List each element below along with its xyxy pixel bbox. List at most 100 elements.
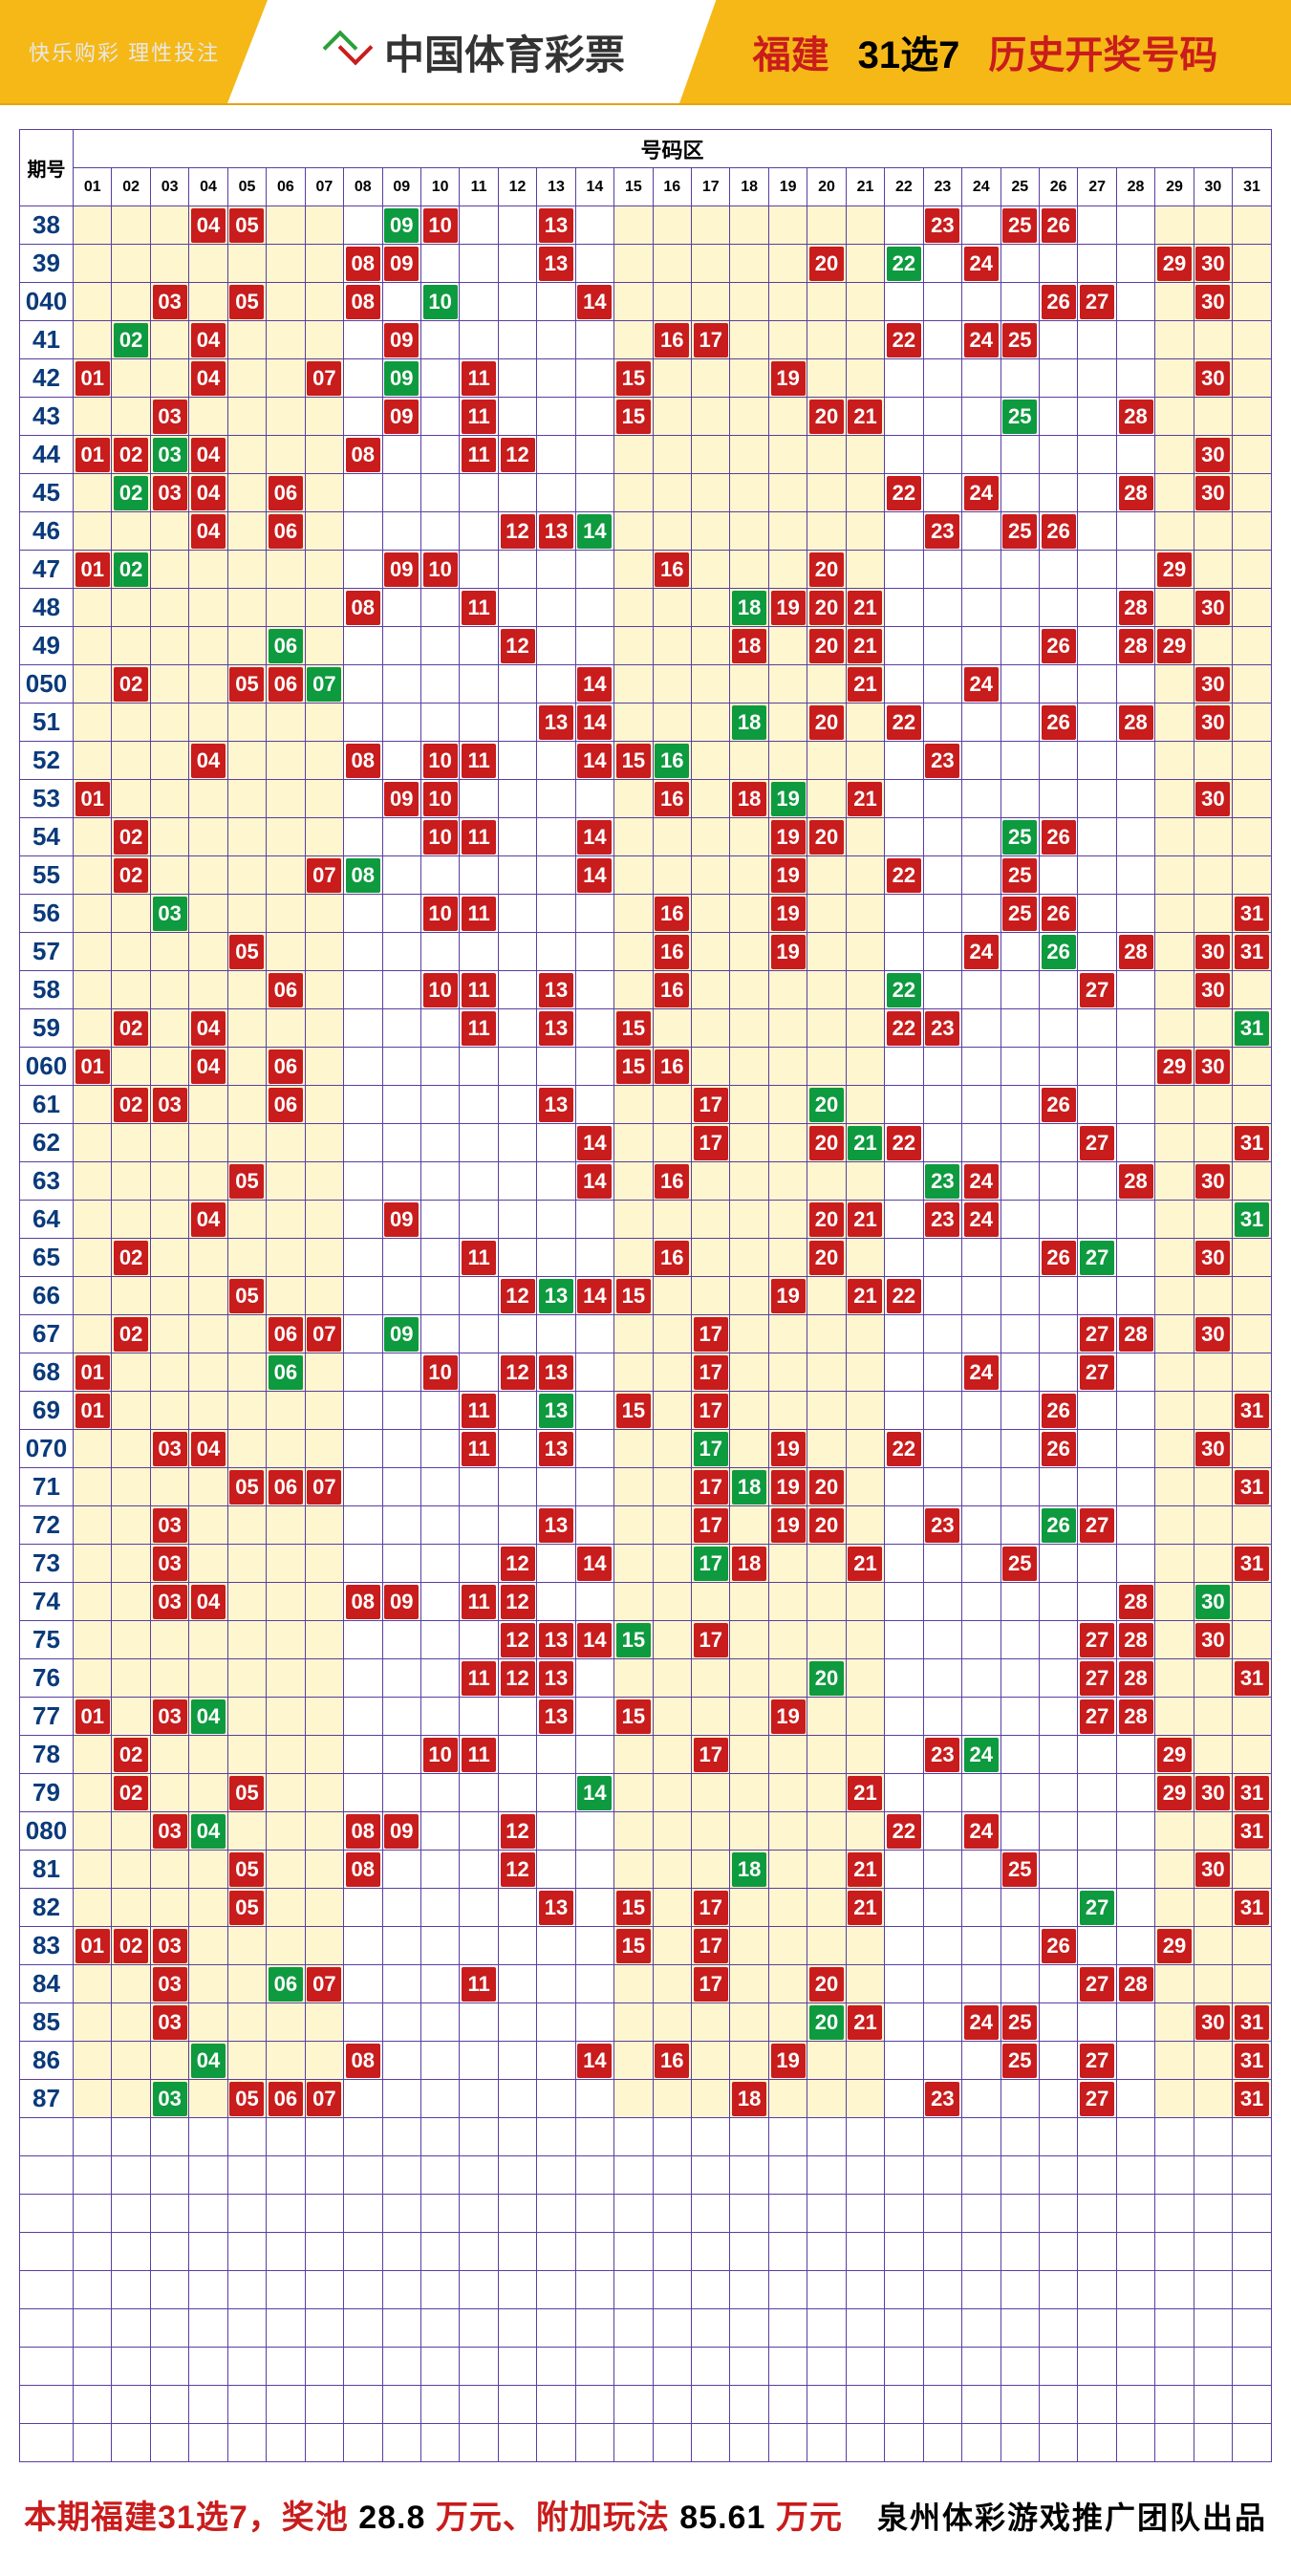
num-cell [730, 2156, 768, 2195]
win-ball: 13 [539, 247, 573, 281]
win-ball: 05 [229, 935, 264, 969]
num-cell [1039, 1851, 1077, 1889]
num-cell: 17 [692, 1927, 730, 1965]
num-cell [885, 818, 923, 856]
num-cell [150, 818, 188, 856]
num-cell [382, 436, 420, 474]
num-cell [189, 2003, 227, 2042]
num-cell: 02 [112, 1086, 150, 1124]
win-ball: 11 [462, 361, 496, 396]
num-cell: 14 [575, 1277, 613, 1315]
win-ball: 08 [346, 285, 380, 319]
num-cell [189, 2156, 227, 2195]
num-cell [923, 245, 961, 283]
win-ball: 04 [191, 514, 226, 549]
num-cell [846, 2118, 884, 2156]
num-cell [74, 1315, 112, 1353]
num-cell [1078, 1048, 1116, 1086]
num-cell: 03 [150, 474, 188, 512]
num-cell [498, 1201, 536, 1239]
num-cell [730, 1086, 768, 1124]
num-cell [807, 1353, 846, 1392]
period-cell: 56 [20, 895, 74, 933]
num-cell [923, 2348, 961, 2386]
win-ball: 16 [655, 552, 689, 587]
num-cell [692, 359, 730, 398]
num-cell [460, 2042, 498, 2080]
num-cell: 11 [460, 1583, 498, 1621]
num-cell [1194, 2156, 1232, 2195]
num-cell [923, 1239, 961, 1277]
num-cell [923, 780, 961, 818]
bonus-ball: 26 [1042, 1508, 1076, 1543]
num-cell [653, 2386, 691, 2424]
num-cell [420, 2309, 459, 2348]
num-cell [768, 1889, 807, 1927]
num-cell [1078, 2195, 1116, 2233]
num-cell [267, 742, 305, 780]
num-cell [305, 2309, 343, 2348]
num-cell [807, 2118, 846, 2156]
num-cell [537, 2118, 575, 2156]
num-cell [1078, 2348, 1116, 2386]
num-cell [575, 2080, 613, 2118]
num-cell [189, 818, 227, 856]
num-cell [189, 1086, 227, 1124]
bonus-ball: 26 [1042, 935, 1076, 969]
data-row: 460406121314232526 [20, 512, 1272, 551]
num-cell [1194, 2386, 1232, 2424]
num-cell [150, 1889, 188, 1927]
num-cell: 27 [1078, 1315, 1116, 1353]
num-cell: 03 [150, 1812, 188, 1851]
num-cell [1001, 1698, 1039, 1736]
win-ball: 13 [539, 1891, 573, 1925]
num-cell [653, 1315, 691, 1353]
num-cell: 21 [846, 665, 884, 704]
num-cell [1078, 742, 1116, 780]
num-cell [1233, 1621, 1272, 1659]
num-cell [1116, 818, 1154, 856]
num-cell [1039, 742, 1077, 780]
num-cell [614, 2195, 653, 2233]
data-row: 670206070917272830 [20, 1315, 1272, 1353]
num-cell [1001, 283, 1039, 321]
num-cell [227, 245, 266, 283]
win-ball: 30 [1195, 1432, 1230, 1466]
num-cell: 08 [344, 1851, 382, 1889]
num-cell [344, 1392, 382, 1430]
num-cell [1078, 1201, 1116, 1239]
num-cell [189, 1468, 227, 1506]
title-block: 福建 31选7 历史开奖号码 [679, 0, 1291, 103]
win-ball: 20 [809, 705, 844, 740]
num-cell [227, 474, 266, 512]
win-ball: 28 [1119, 1317, 1153, 1352]
num-cell [962, 1698, 1001, 1736]
num-cell [227, 1086, 266, 1124]
num-cell [267, 2271, 305, 2309]
num-cell [962, 1583, 1001, 1621]
bonus-ball: 24 [964, 1738, 999, 1772]
num-cell [730, 1392, 768, 1430]
num-cell [74, 474, 112, 512]
num-cell [768, 245, 807, 283]
num-cell: 05 [227, 206, 266, 245]
num-cell [653, 1698, 691, 1736]
win-ball: 17 [694, 1126, 728, 1160]
num-cell [420, 627, 459, 665]
period-cell: 060 [20, 1048, 74, 1086]
num-cell [537, 742, 575, 780]
num-cell [74, 704, 112, 742]
num-cell [498, 2118, 536, 2156]
num-cell [1039, 321, 1077, 359]
num-cell: 18 [730, 589, 768, 627]
win-ball: 31 [1235, 897, 1269, 931]
num-cell: 03 [150, 283, 188, 321]
num-cell [460, 1468, 498, 1506]
col-header: 24 [962, 168, 1001, 206]
num-cell [1001, 2348, 1039, 2386]
num-cell [112, 1353, 150, 1392]
num-cell [807, 2386, 846, 2424]
num-cell [885, 1545, 923, 1583]
num-cell [885, 436, 923, 474]
num-cell [227, 1392, 266, 1430]
